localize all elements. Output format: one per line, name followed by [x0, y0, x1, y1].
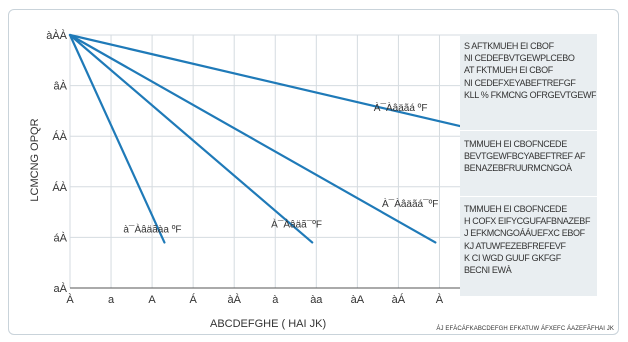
- series-labels: À¯Àâäãá ºF À¯Àâäãá¯ºF À¯Àâäã¯ºF à¯Àâäãàa ºF: [123, 101, 438, 235]
- note-block-3: TMMUEH EI CBOFNCEDE H COFX EIFYCGUFAFBNA…: [464, 203, 596, 276]
- note-line: NI CEDEFXEYABEFTREFGF: [464, 77, 576, 88]
- y-tick-label: áÀ: [54, 231, 68, 244]
- note-line: NI CEDEFBVTGEWPLCEBO: [464, 53, 575, 64]
- x-tick-label: àÁ: [392, 293, 406, 306]
- y-tick-label: àÀÀ: [46, 29, 67, 42]
- note-line: K CI WGD GUUF GKFGF: [464, 252, 561, 263]
- note-line: KJ ATUWFEZEBFREFEVF: [464, 240, 566, 251]
- notes-separator: [460, 130, 597, 131]
- note-line: TMMUEH EI CBOFNCEDE: [464, 204, 567, 214]
- y-tick-label: aÀ: [54, 282, 68, 295]
- series-label-3: À¯Àâäã¯ºF: [271, 217, 322, 230]
- series-lines: [68, 33, 462, 244]
- x-tick-label: àA: [351, 294, 365, 306]
- series-label-4: à¯Àâäãàa ºF: [123, 222, 181, 235]
- series-line-3: [68, 33, 314, 244]
- series-line-4: [68, 33, 166, 244]
- note-line: AT FKTMUEH EI CBOF: [464, 65, 553, 76]
- note-block-2: TMMUEH EI CBOFNCEDE BEVTGEWFBCYABEFTREF …: [464, 138, 596, 175]
- notes-separator: [460, 196, 597, 197]
- series-line-2: [68, 33, 437, 244]
- series-label-1: À¯Àâäãá ºF: [374, 101, 428, 114]
- note-block-1: S AFTKMUEH EI CBOF NI CEDEFBVTGEWPLCEBO …: [464, 40, 596, 101]
- x-tick-label: À: [436, 293, 444, 306]
- y-tick-labels: aÀ áÀ ÁÀ ÁÀ âÀ àÀÀ: [46, 29, 67, 295]
- note-line: BEVTGEWFBCYABEFTREF AF: [464, 151, 586, 162]
- note-line: BECNI EWÀ: [464, 265, 512, 276]
- x-tick-label: àÀ: [227, 293, 241, 306]
- footnote: ÁJ EFÀCÁFKABCDEFGH EFKATUW ÁFXEFC ÁAZEFÃ…: [436, 326, 614, 332]
- grid: [69, 34, 460, 288]
- series-line-1: [68, 33, 462, 128]
- y-tick-label: âÀ: [54, 80, 68, 93]
- note-line: TMMUEH EI CBOFNCEDE: [464, 139, 567, 149]
- note-line: BENAZEBFRUURMCNGOÀ: [464, 163, 572, 174]
- x-tick-label: Á: [189, 293, 197, 306]
- y-tick-label: ÁÀ: [52, 130, 67, 143]
- y-axis-title: LCMCNG OPQR: [29, 118, 41, 201]
- x-tick-label: A: [148, 294, 156, 306]
- note-line: J EFKMCNGOÁÁUEFXC EBOF: [464, 228, 585, 239]
- x-tick-label: À: [66, 293, 74, 306]
- x-axis-title: ABCDEFGHE ( HAI JK): [210, 318, 326, 330]
- y-tick-label: ÁÀ: [52, 181, 67, 194]
- series-label-2: À¯Àâäãá¯ºF: [382, 197, 438, 210]
- x-tick-label: a: [108, 294, 115, 306]
- note-line: KLL % FKMCNG OFRGEVTGEWF: [464, 89, 596, 100]
- notes-panel: [460, 34, 597, 296]
- note-line: S AFTKMUEH EI CBOF: [464, 41, 554, 51]
- x-tick-label: àa: [310, 294, 323, 306]
- note-line: H COFX EIFYCGUFAFBNAZEBF: [464, 216, 591, 227]
- x-tick-label: à: [272, 294, 279, 306]
